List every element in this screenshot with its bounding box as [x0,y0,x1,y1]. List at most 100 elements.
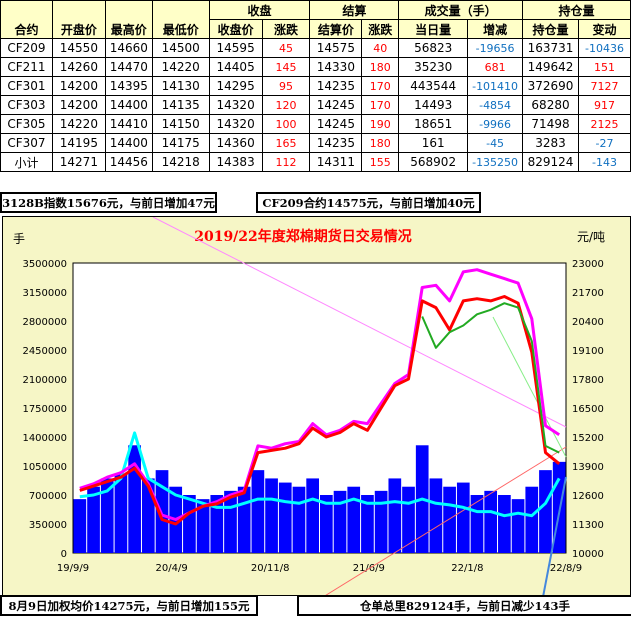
trend-line [542,476,567,598]
cell: 14405 [208,57,263,77]
right-tick-label: 19100 [572,346,604,357]
cell: 71498 [522,114,579,134]
group-settle: 结算 [309,0,400,20]
right-axis-label: 元/吨 [577,230,605,244]
cell: 180 [361,57,400,77]
cell: 14218 [151,152,210,172]
left-tick-label: 1050000 [22,462,67,473]
volume-bar [361,495,374,553]
header-col-7: 涨跌 [361,19,400,39]
cell: CF307 [0,133,53,153]
cell: 68280 [522,95,579,115]
table-row: CF303 14200 14400 14135 14320 120 14245 170 1449… [0,95,631,115]
left-tick-label: 0 [61,549,67,560]
trend-line [322,446,567,598]
cell: 190 [361,114,400,134]
cell: 170 [361,76,400,96]
cell: 14130 [151,76,210,96]
table-row: CF209 14550 14660 14500 14595 45 14575 40 56823-… [0,38,631,58]
cell: 120 [261,95,311,115]
group-oi: 持仓量 [522,0,631,20]
cell: CF305 [0,114,53,134]
cell: -19656 [467,38,524,58]
cell: 18651 [398,114,469,134]
cell: 145 [261,57,311,77]
cell: 3283 [522,133,579,153]
volume-bar [251,470,265,553]
volume-bar [196,499,210,553]
cell: 35230 [398,57,469,77]
cell: 14220 [51,114,106,134]
volume-bar [114,474,128,553]
cell: 14150 [151,114,210,134]
cell: 112 [261,152,311,172]
cell: 7127 [577,76,631,96]
cell: 56823 [398,38,469,58]
volume-bar [443,486,456,553]
volume-bar [498,495,511,553]
volume-bar [306,478,319,553]
cell: 372690 [522,76,579,96]
cell: 14456 [104,152,153,172]
volume-bar [278,482,292,553]
volume-bar [511,499,525,553]
cell: 14400 [104,133,153,153]
volume-bar [525,486,539,553]
right-tick-label: 23000 [572,259,604,270]
cell: 14320 [208,95,263,115]
cell: 681 [467,57,524,77]
cell: 180 [361,133,400,153]
header-high: 最高价 [104,0,153,39]
cell: 14175 [151,133,210,153]
group-volume: 成交量（手） [398,0,524,20]
weighted-price-note: 8月9日加权均价14275元，与前日增加155元 [0,595,258,616]
header-col-9: 增减 [467,19,524,39]
cell: 14295 [208,76,263,96]
table-row: 小计 14271 14456 14218 14383 112 14311 155 568902-… [0,152,631,172]
cell: 14360 [208,133,263,153]
cell: 14245 [309,95,363,115]
x-tick-label: 20/11/8 [251,563,290,574]
header-col-6: 结算价 [309,19,363,39]
cell: 14330 [309,57,363,77]
volume-bar [292,486,306,553]
cell: 14245 [309,114,363,134]
table-row: CF211 14260 14470 14220 14405 145 14330 180 3523… [0,57,631,77]
right-tick-label: 15200 [572,433,604,444]
volume-bar [456,482,470,553]
trend-line [152,216,567,428]
header-col-8: 当日量 [398,19,469,39]
cell: -4854 [467,95,524,115]
right-tick-label: 20400 [572,317,604,328]
cell: -10436 [577,38,631,58]
volume-bar [87,486,100,553]
cell: 14575 [309,38,363,58]
header-col-4: 收盘价 [208,19,263,39]
cell: 568902 [398,152,469,172]
cell: 149642 [522,57,579,77]
chart-area: 2019/22年度郑棉期货日交易情况手元/吨 3500000 3150000 2800… [2,216,631,598]
cell: 14200 [51,95,106,115]
cell: CF301 [0,76,53,96]
cell: 917 [577,95,631,115]
cell: -135250 [467,152,524,172]
cell: -143 [577,152,631,172]
x-tick-label: 22/8/9 [550,563,582,574]
cell: 14311 [309,152,363,172]
left-tick-label: 700000 [29,491,67,502]
volume-bar [183,495,196,553]
cell: 14195 [51,133,106,153]
series-line-cyan [79,431,561,518]
cell: 155 [361,152,400,172]
cell: CF211 [0,57,53,77]
cell: 2125 [577,114,631,134]
cell: -101410 [467,76,524,96]
right-tick-label: 10000 [572,549,604,560]
table-row: CF305 14220 14410 14150 14320 100 14245 190 1865… [0,114,631,134]
header-contract: 合约 [0,0,53,39]
header-low: 最低价 [151,0,210,39]
volume-bar [210,495,224,553]
cell: 829124 [522,152,579,172]
chart-title: 2019/22年度郑棉期货日交易情况 [194,228,412,245]
index-note: 3128B指数15676元，与前日增加47元 [0,192,217,213]
